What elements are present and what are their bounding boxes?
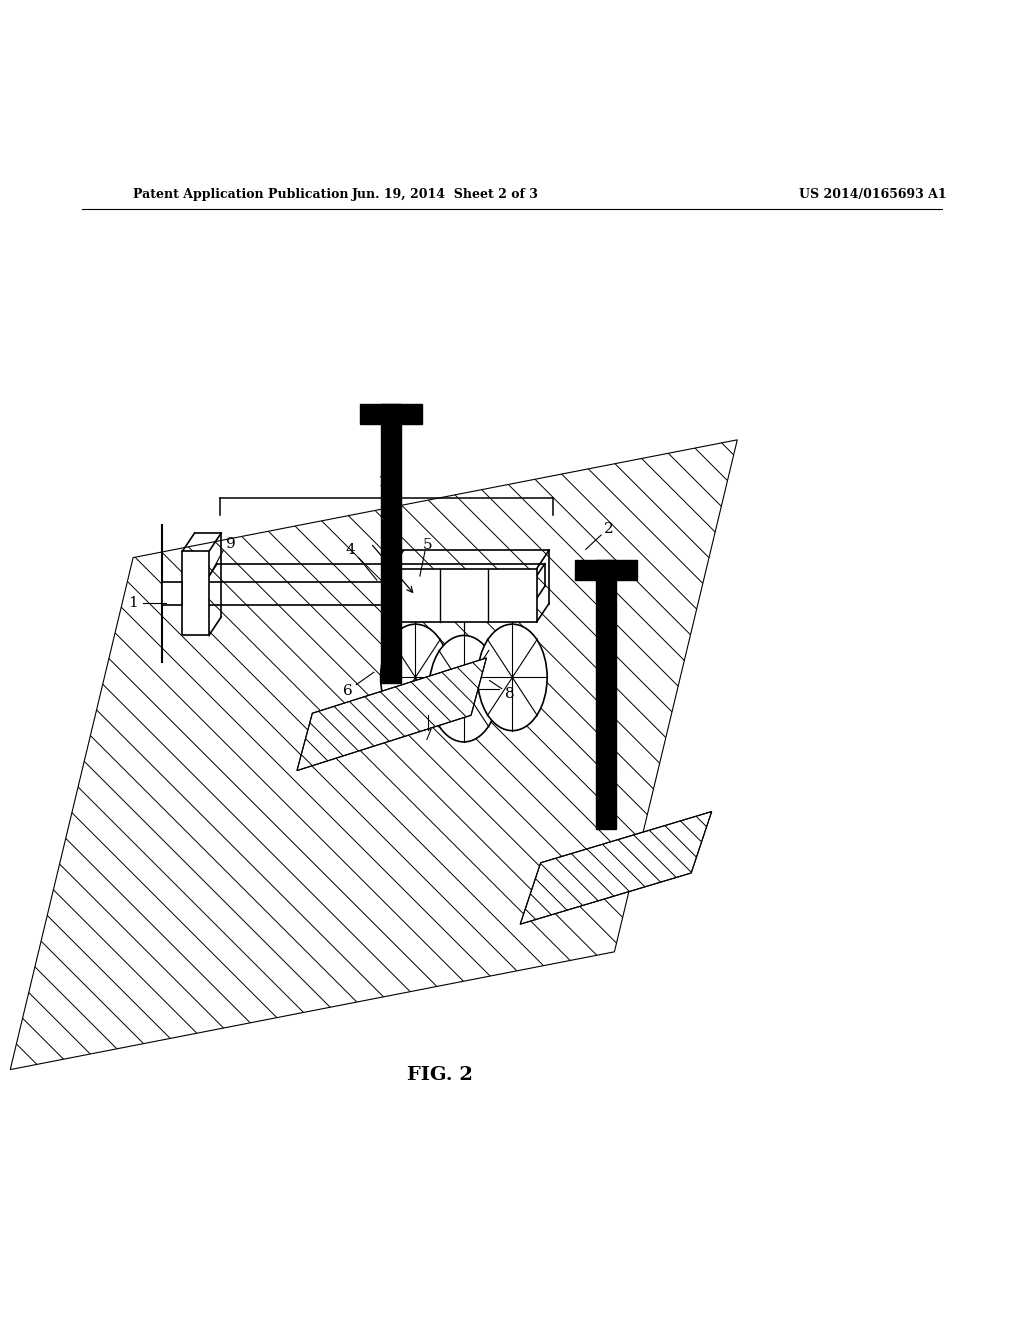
- Bar: [162, 582, 182, 605]
- Text: 6: 6: [343, 684, 353, 698]
- Bar: [575, 560, 637, 579]
- Text: 7: 7: [423, 729, 433, 743]
- Polygon shape: [10, 440, 737, 1069]
- Bar: [391, 569, 537, 622]
- Bar: [381, 404, 401, 682]
- Text: 2: 2: [604, 521, 614, 536]
- Text: Patent Application Publication: Patent Application Publication: [133, 187, 348, 201]
- Polygon shape: [297, 657, 486, 771]
- Text: 4: 4: [345, 544, 355, 557]
- Text: 1: 1: [128, 595, 138, 610]
- Text: 5: 5: [423, 539, 433, 552]
- Ellipse shape: [429, 635, 499, 742]
- Text: 10: 10: [377, 475, 397, 488]
- Text: US 2014/0165693 A1: US 2014/0165693 A1: [799, 187, 946, 201]
- Bar: [596, 560, 616, 829]
- Text: FIG. 2: FIG. 2: [408, 1065, 473, 1084]
- Text: Jun. 19, 2014  Sheet 2 of 3: Jun. 19, 2014 Sheet 2 of 3: [352, 187, 539, 201]
- Bar: [360, 404, 422, 425]
- Ellipse shape: [477, 624, 547, 731]
- Text: 8: 8: [505, 686, 515, 701]
- Polygon shape: [520, 812, 712, 924]
- Ellipse shape: [381, 624, 451, 731]
- Bar: [182, 552, 209, 635]
- Text: 9: 9: [225, 537, 236, 552]
